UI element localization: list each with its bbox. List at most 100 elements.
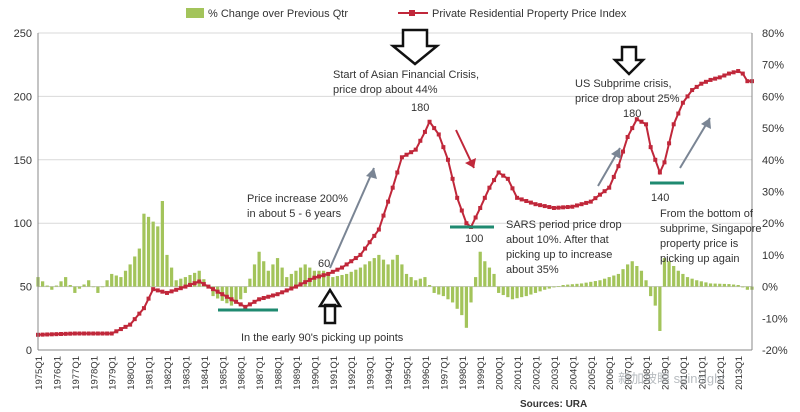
change-bar: [487, 267, 492, 287]
change-bar: [547, 286, 551, 289]
change-bar: [538, 286, 542, 292]
price-index-point: [353, 256, 358, 261]
x-tick-label: 2008Q1: [642, 356, 653, 390]
x-tick-label: 1987Q1: [255, 356, 266, 390]
change-bar: [579, 283, 584, 287]
right-tick-label: 10%: [762, 250, 784, 262]
change-bar: [506, 286, 510, 298]
recovery-note-line4: picking up again: [660, 253, 740, 265]
price-index-point: [690, 88, 695, 93]
price-index-point: [312, 275, 317, 280]
change-bar: [598, 280, 602, 287]
change-bar: [354, 269, 358, 287]
change-bar: [252, 264, 257, 287]
change-bar: [45, 285, 49, 287]
change-bar: [602, 278, 607, 287]
change-bar: [50, 286, 54, 290]
x-tick-label: 1984Q1: [200, 356, 211, 390]
change-bar: [77, 286, 82, 289]
price-index-point: [132, 317, 137, 322]
price-index-point: [551, 205, 556, 210]
change-bar: [100, 286, 105, 288]
price-index-point: [574, 203, 579, 208]
price-index-point: [404, 152, 409, 157]
price-index-point: [137, 311, 142, 316]
change-bar: [193, 272, 197, 287]
price-index-point: [293, 284, 298, 289]
price-index-point: [381, 213, 386, 218]
change-bar: [584, 282, 588, 287]
price-index-point: [229, 297, 234, 302]
asian-crisis-note-line2: price drop about 44%: [333, 84, 438, 96]
point-label-1996: 180: [411, 102, 429, 114]
recovery-note-line2: subprime, Singapore: [660, 223, 762, 235]
change-bar: [156, 226, 160, 287]
increase-note-line1: Price increase 200%: [247, 193, 348, 205]
x-tick-label: 2002Q1: [531, 356, 542, 390]
change-bar: [271, 264, 275, 287]
price-index-point: [82, 331, 87, 336]
price-index-point: [653, 157, 658, 162]
change-bar: [326, 273, 330, 287]
change-bar: [294, 270, 298, 287]
uptrend-arrow-1: [329, 167, 375, 269]
x-tick-label: 1981Q1: [145, 356, 156, 390]
price-index-line: [36, 69, 754, 337]
change-bar: [165, 254, 169, 287]
price-index-point: [63, 331, 68, 336]
price-index-point: [155, 288, 160, 293]
x-tick-label: 1980Q1: [126, 356, 137, 390]
change-bar: [133, 256, 137, 287]
right-tick-label: -10%: [762, 313, 788, 325]
price-index-point: [376, 227, 381, 232]
change-bar: [317, 270, 321, 287]
price-index-point: [436, 132, 441, 137]
change-bar: [589, 281, 593, 287]
price-index-point: [109, 331, 114, 336]
price-index-point: [671, 122, 676, 127]
change-bar: [257, 251, 261, 287]
price-index-point: [188, 282, 193, 287]
price-index-point: [146, 296, 151, 301]
change-bar: [658, 286, 662, 331]
x-tick-label: 2013Q1: [734, 356, 745, 390]
price-index-point: [105, 331, 110, 336]
change-bar: [262, 261, 266, 287]
change-bar: [321, 270, 326, 287]
change-bar: [612, 275, 616, 287]
price-index-point: [528, 200, 533, 205]
x-tick-label: 2007Q1: [624, 356, 635, 390]
price-index-point: [639, 119, 644, 124]
price-index-point: [662, 160, 667, 165]
change-bar: [446, 286, 450, 300]
price-index-point: [515, 195, 520, 200]
price-index-point: [367, 240, 372, 245]
price-index-point: [399, 155, 404, 160]
change-bar: [280, 267, 284, 287]
price-index-point: [298, 282, 303, 287]
change-bar: [418, 278, 422, 287]
price-index-point: [201, 282, 206, 287]
point-label-1991: 60: [318, 258, 330, 270]
x-tick-label: 1989Q1: [292, 356, 303, 390]
right-tick-label: 60%: [762, 91, 784, 103]
change-bar: [621, 269, 625, 287]
price-index-point: [270, 293, 275, 298]
change-bar: [123, 270, 128, 287]
change-bar: [561, 285, 565, 287]
change-bar: [73, 286, 77, 293]
price-index-point: [118, 327, 123, 332]
left-tick-label: 150: [14, 155, 32, 167]
price-index-point: [316, 274, 321, 279]
price-index-point: [330, 269, 335, 274]
price-index-point: [731, 70, 736, 75]
change-bar: [146, 216, 151, 287]
price-index-point: [519, 197, 524, 202]
change-bar: [566, 284, 570, 287]
sars-note-line3: picking up to increase: [506, 249, 612, 261]
x-tick-label: 1976Q1: [52, 356, 63, 390]
x-tick-label: 2005Q1: [587, 356, 598, 390]
change-bar: [229, 286, 234, 306]
change-bar: [377, 254, 381, 287]
price-index-point: [713, 76, 718, 81]
